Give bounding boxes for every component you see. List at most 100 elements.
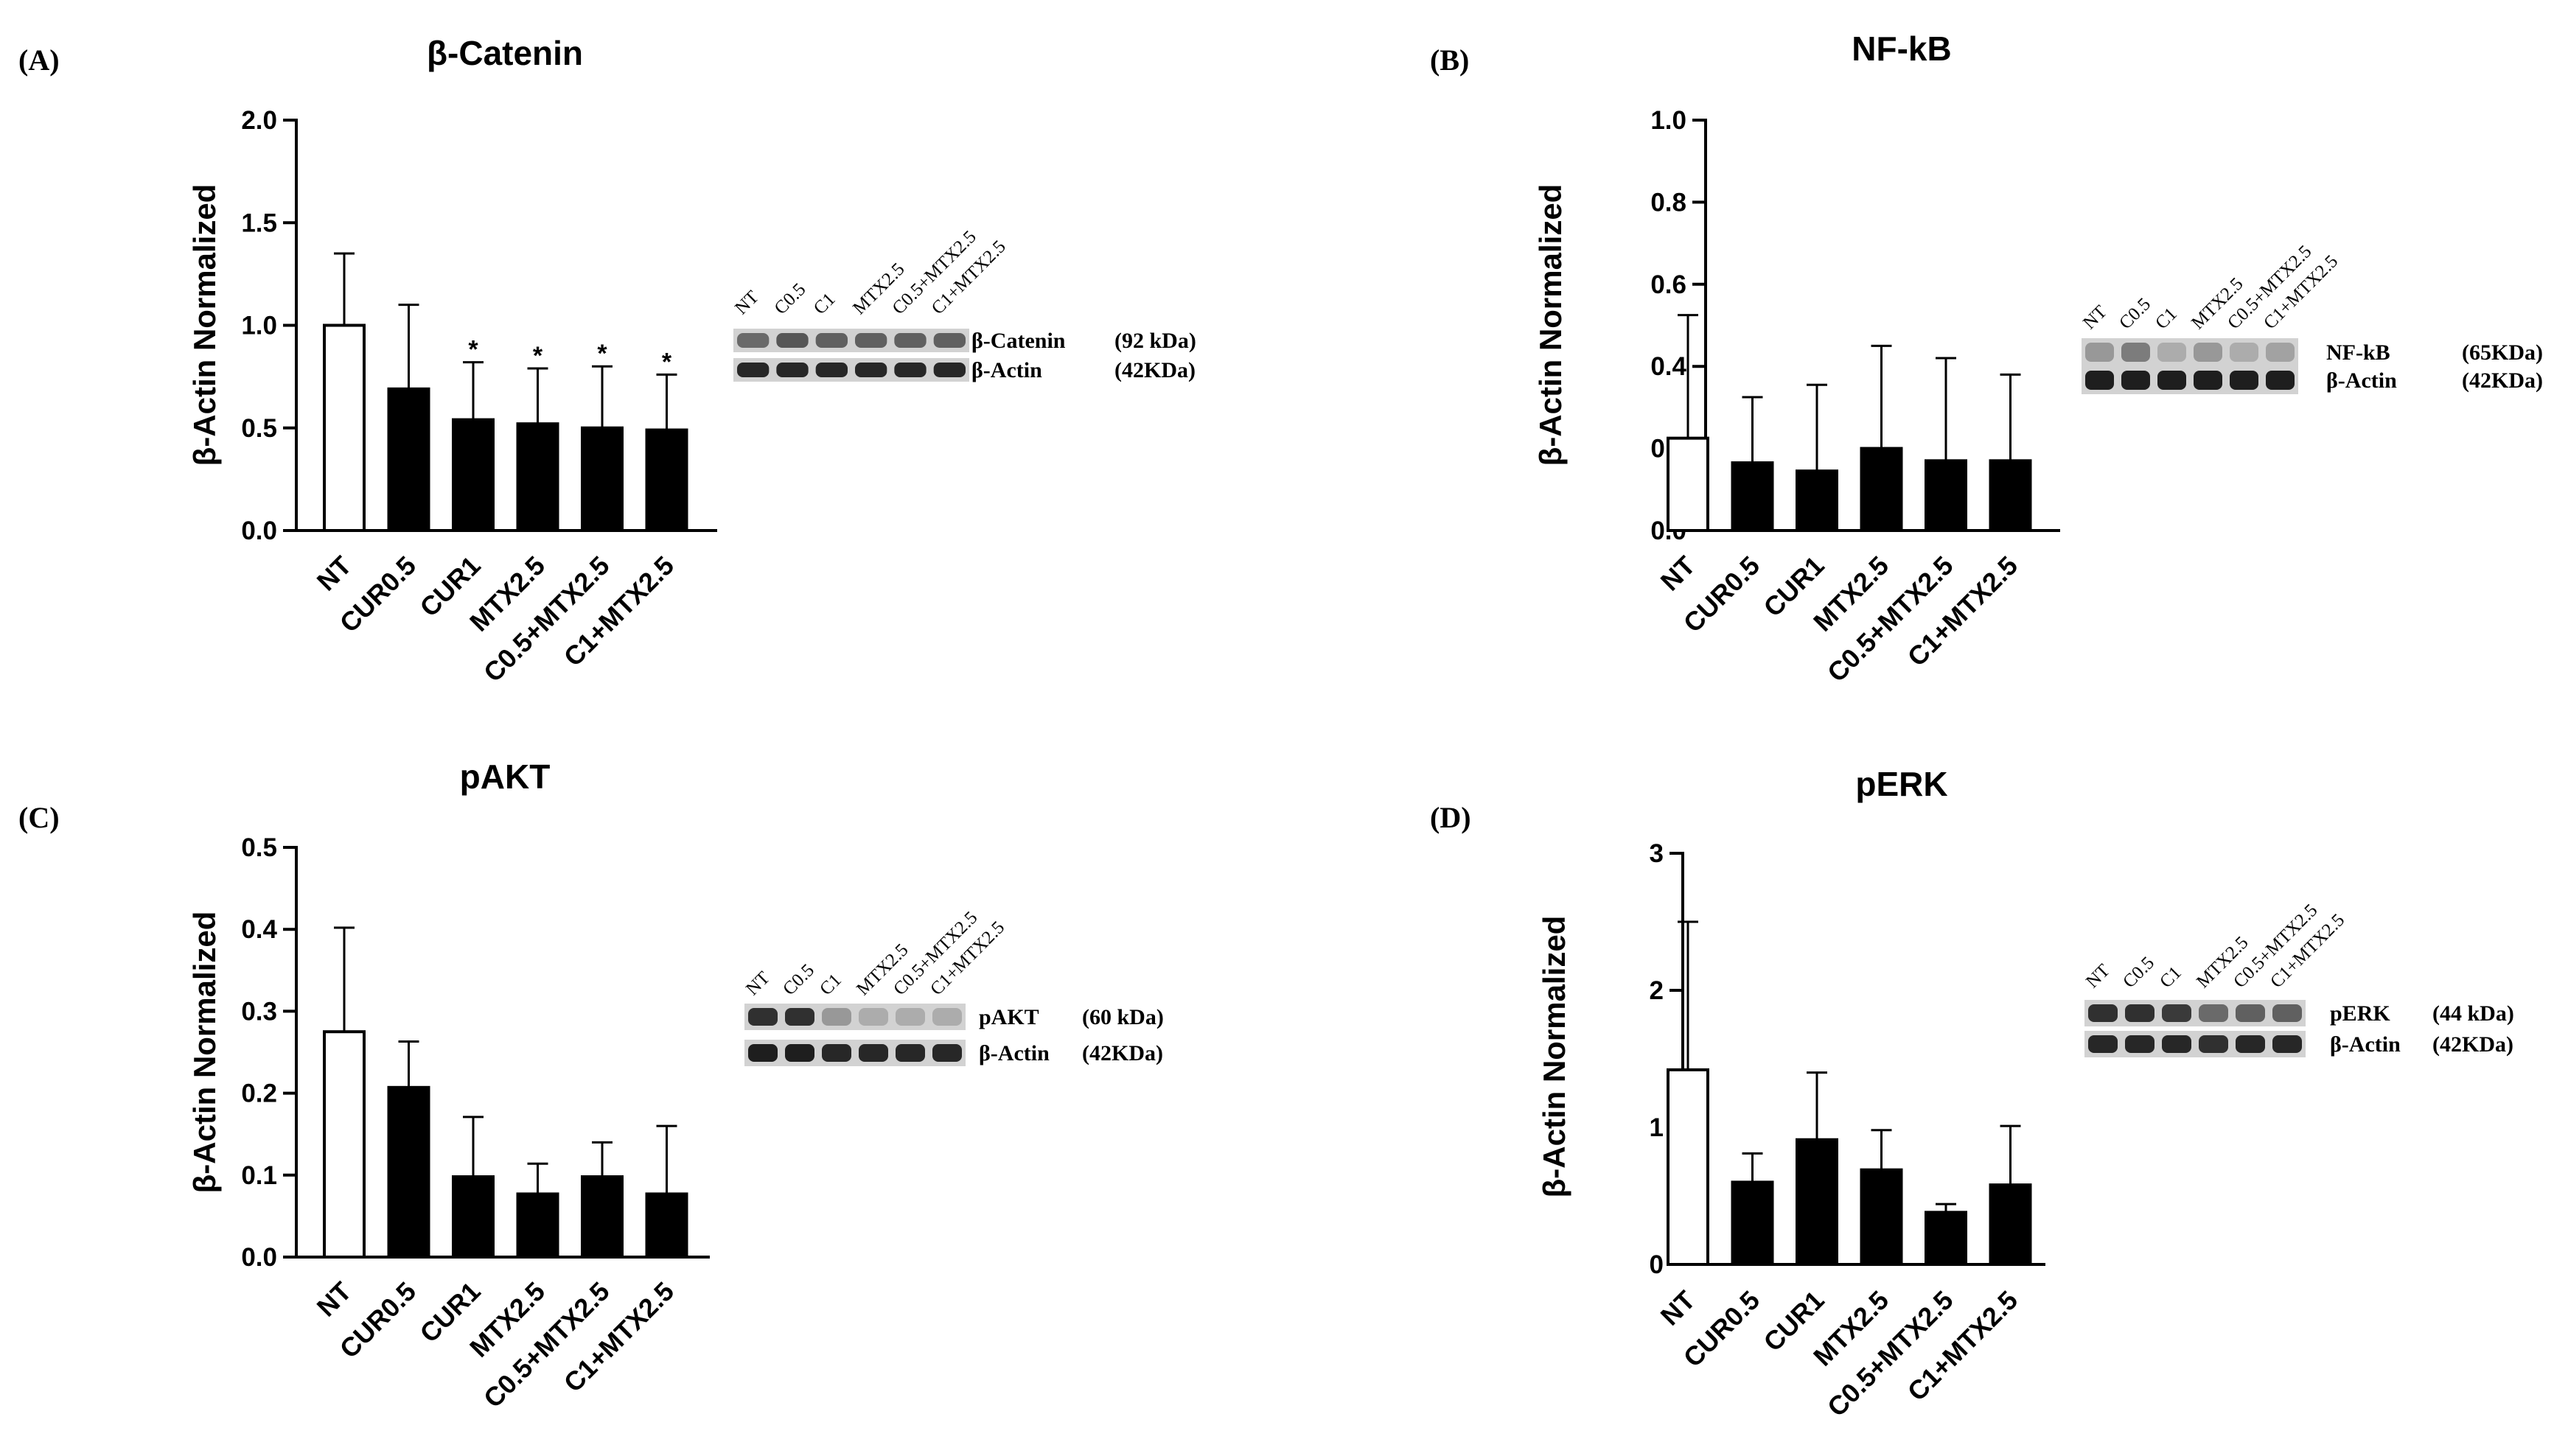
significance-marker: * [662, 348, 672, 376]
blot-protein-label: NF-kB [2326, 340, 2390, 365]
blot-band [737, 363, 770, 377]
blot-mw-label: (42KDa) [1114, 358, 1196, 382]
blot-band [2236, 1035, 2265, 1053]
blot-mw-label: (42KDa) [2462, 368, 2543, 393]
blot-band [2125, 1035, 2154, 1053]
bar-mtx2-5 [516, 422, 559, 532]
blot-strip [733, 329, 969, 352]
blot-protein-label: β-Catenin [971, 329, 1066, 353]
y-tick-label: 0.1 [241, 1161, 277, 1190]
chart-panel-c: (C) pAKT β-Actin Normalized 0.0 0.1 0.2 0.3 0.4… [18, 757, 1164, 1413]
blot-strip [744, 1004, 966, 1030]
bar-cur1 [1796, 469, 1838, 532]
blot-band [896, 1008, 925, 1026]
blot-band [2199, 1004, 2228, 1022]
blot-strip [2082, 366, 2298, 394]
blot-band [896, 1044, 925, 1062]
blot-band [2088, 1035, 2118, 1053]
category-label: NT [311, 550, 357, 597]
y-tick-label: 0.0 [241, 1243, 277, 1272]
bar-cur0-5 [387, 387, 430, 533]
blot-band [785, 1008, 814, 1026]
blot-band [2157, 343, 2186, 362]
bar-cur1 [1796, 1138, 1838, 1266]
blot-band [855, 333, 887, 348]
blot-band [2121, 371, 2150, 390]
blot-protein-label: β-Actin [2326, 368, 2397, 393]
blot-band [2272, 1004, 2302, 1022]
western-blot-image: NT C0.5C1 MTX2.5C0.5+MTX2.5C1+MTX2.5NF-kB(… [2079, 242, 2543, 394]
blot-band [2230, 371, 2258, 390]
blot-band [776, 363, 809, 377]
blot-band [748, 1044, 778, 1062]
bar-cur1 [452, 418, 495, 532]
panel-label: (C) [18, 801, 60, 834]
blot-band [894, 363, 927, 377]
chart-title: pERK [1855, 765, 1947, 803]
blot-mw-label: (42KDa) [2432, 1032, 2513, 1057]
blot-band [2236, 1004, 2265, 1022]
significance-marker: * [533, 342, 543, 370]
y-tick-label: 2.0 [241, 106, 277, 135]
bar-c0-5-mtx2-5 [581, 1175, 624, 1259]
blot-lane-label: C0.5 [779, 960, 818, 999]
bar-mtx2-5 [1860, 447, 1903, 532]
blot-protein-label: pAKT [979, 1005, 1039, 1029]
blot-lane-label: C0.5 [770, 279, 809, 318]
blot-mw-label: (60 kDa) [1082, 1005, 1164, 1029]
blot-protein-label: β-Actin [971, 358, 1042, 382]
y-tick-label: 0.5 [241, 833, 277, 862]
bar-c0-5-mtx2-5 [581, 426, 624, 532]
y-axis-label: β-Actin Normalized [1533, 184, 1568, 466]
bar-nt [323, 1030, 366, 1259]
significance-marker: * [597, 340, 607, 368]
blot-band [2088, 1004, 2118, 1022]
y-tick-label: 0.2 [241, 1079, 277, 1108]
blot-band [822, 1044, 851, 1062]
blot-band [815, 333, 848, 348]
bar-nt [1667, 436, 1709, 532]
blot-band [2085, 343, 2114, 362]
y-tick-label: 0.8 [1650, 188, 1686, 217]
panel-label: (B) [1430, 43, 1469, 77]
y-tick-label: 1.0 [241, 312, 277, 340]
blot-band [2266, 343, 2295, 362]
blot-lane-label: C1 [2156, 963, 2185, 993]
y-tick-label: 0 [1650, 1250, 1664, 1279]
blot-band [2194, 343, 2222, 362]
blot-lane-label: NT [2082, 961, 2114, 993]
y-tick-label: 0.6 [1650, 270, 1686, 299]
category-label: NT [1655, 550, 1701, 597]
category-label: NT [311, 1276, 357, 1323]
blot-lane-label: NT [731, 287, 763, 319]
blot-strip [2084, 1000, 2306, 1026]
significance-marker: * [468, 336, 478, 364]
blot-band [859, 1044, 888, 1062]
bar-cur0-5 [1731, 1180, 1774, 1267]
chart-panel-b: (B)NF-kBβ-Actin Normalized0.00.20.40.60.… [1430, 29, 2543, 687]
blot-band [855, 363, 887, 377]
y-axis-label: β-Actin Normalized [187, 911, 222, 1194]
blot-lane-label: C1 [816, 970, 845, 1000]
blot-strip [2082, 338, 2298, 366]
blot-band [822, 1008, 851, 1026]
blot-band [2266, 371, 2295, 390]
blot-band [932, 1044, 962, 1062]
y-tick-label: 1.0 [1650, 106, 1686, 135]
blot-lane-label: C0.5 [2119, 953, 2158, 992]
blot-band [2085, 371, 2114, 390]
blot-strip [733, 358, 969, 382]
blot-protein-label: pERK [2330, 1001, 2390, 1026]
blot-band [2121, 343, 2150, 362]
blot-lane-label: NT [742, 968, 774, 1000]
bar-cur1 [452, 1175, 495, 1259]
chart-title: β-Catenin [427, 34, 583, 72]
blot-band [2162, 1035, 2191, 1053]
bar-c0-5-mtx2-5 [1925, 1211, 1967, 1266]
y-tick-label: 1 [1650, 1113, 1664, 1142]
y-tick-label: 0.0 [241, 517, 277, 545]
blot-mw-label: (42KDa) [1082, 1041, 1163, 1065]
bar-nt [1667, 1068, 1709, 1266]
